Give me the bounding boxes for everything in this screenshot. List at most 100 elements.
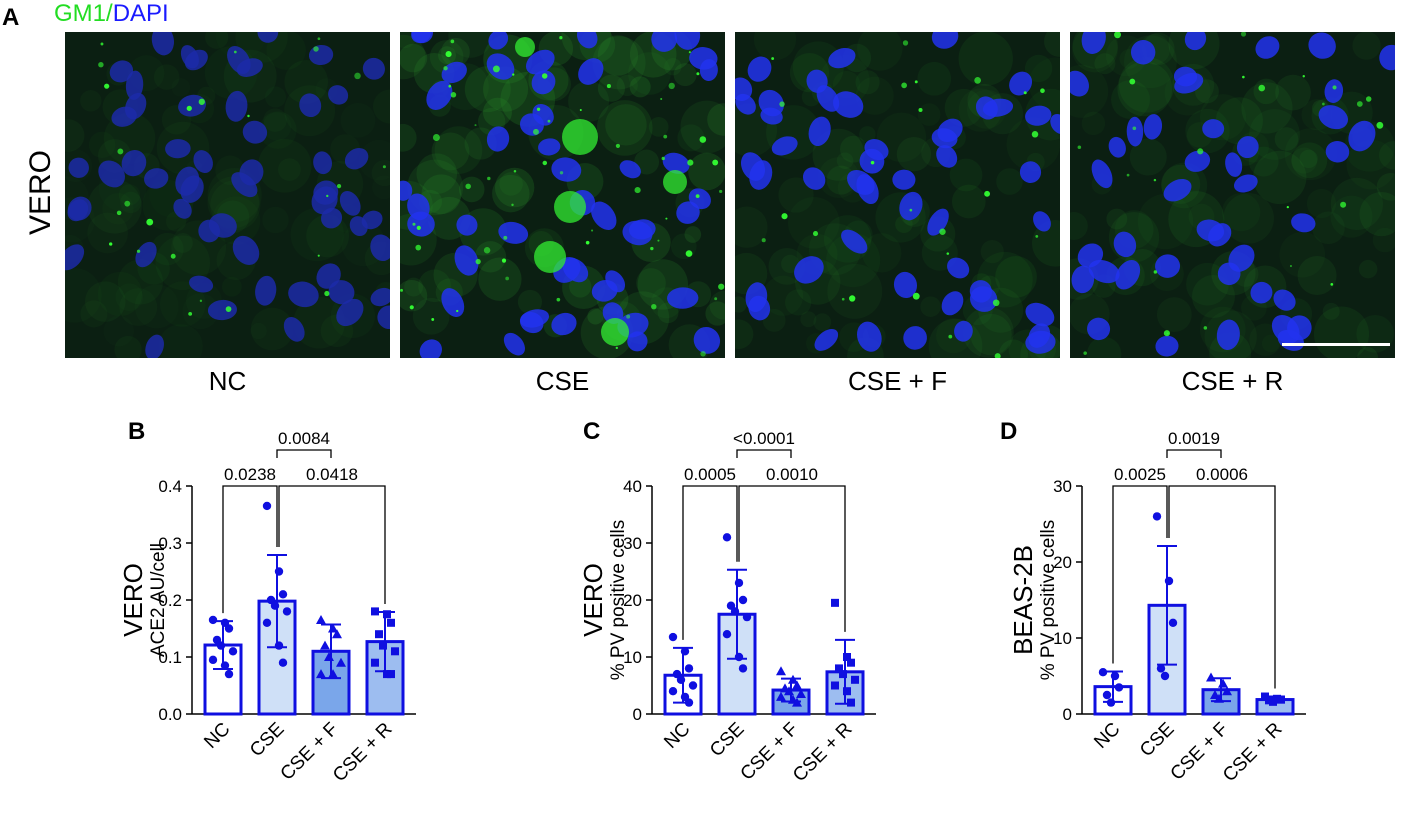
gm1-punctum bbox=[615, 346, 618, 350]
data-point bbox=[379, 641, 387, 650]
nucleus bbox=[411, 32, 434, 44]
nucleus bbox=[208, 213, 237, 238]
gm1-punctum bbox=[665, 217, 668, 220]
gm1-punctum bbox=[512, 73, 515, 76]
x-tick-label: NC bbox=[660, 719, 694, 753]
cytoplasm-haze bbox=[587, 308, 604, 325]
nucleus bbox=[236, 58, 263, 77]
nucleus bbox=[1155, 335, 1179, 357]
y-tick-label: 10 bbox=[623, 648, 642, 667]
cytoplasm-haze bbox=[568, 80, 610, 122]
cytoplasm-haze bbox=[636, 268, 666, 298]
gm1-punctum bbox=[901, 82, 907, 89]
gm1-punctum bbox=[336, 183, 342, 189]
nucleus bbox=[674, 32, 701, 50]
gm1-punctum bbox=[902, 40, 909, 46]
cytoplasm-haze bbox=[1376, 172, 1395, 201]
gm1-punctum bbox=[626, 314, 631, 319]
cytoplasm-haze bbox=[1191, 274, 1235, 318]
gm1-punctum bbox=[870, 160, 875, 165]
gm1-punctum bbox=[948, 334, 953, 339]
cytoplasm-haze bbox=[1359, 191, 1395, 237]
cytoplasm-haze bbox=[262, 112, 292, 141]
cytoplasm-haze bbox=[494, 167, 535, 208]
gm1-punctum bbox=[1153, 178, 1157, 182]
cytoplasm-haze bbox=[1248, 146, 1279, 177]
nucleus bbox=[180, 175, 204, 203]
cytoplasm-haze bbox=[995, 255, 1037, 298]
gm1-punctum bbox=[688, 51, 691, 54]
nucleus bbox=[1025, 105, 1052, 126]
cytoplasm-haze bbox=[1223, 193, 1274, 244]
data-point bbox=[676, 675, 686, 684]
nucleus bbox=[441, 288, 465, 317]
nucleus bbox=[407, 193, 430, 221]
gm1-punctum bbox=[1023, 91, 1027, 95]
cytoplasm-haze bbox=[951, 184, 986, 219]
gm1-cluster bbox=[562, 119, 598, 155]
cytoplasm-haze bbox=[1299, 149, 1318, 169]
nucleus bbox=[1028, 323, 1051, 348]
data-point bbox=[375, 630, 383, 639]
nucleus bbox=[1217, 262, 1241, 286]
x-tick-label: CSE bbox=[1136, 719, 1178, 761]
nucleus bbox=[344, 148, 369, 170]
nucleus bbox=[370, 287, 390, 307]
data-point bbox=[722, 533, 732, 542]
nucleus bbox=[1308, 32, 1336, 59]
cytoplasm-haze bbox=[458, 176, 485, 203]
gm1-punctum bbox=[416, 225, 421, 230]
nucleus bbox=[193, 150, 213, 173]
nucleus bbox=[1291, 213, 1316, 233]
cytoplasm-haze bbox=[597, 35, 639, 76]
gm1-punctum bbox=[324, 290, 330, 297]
nucleus bbox=[1155, 254, 1181, 278]
cytoplasm-haze bbox=[400, 34, 426, 80]
panel-d-letter: D bbox=[1000, 418, 1018, 445]
data-point bbox=[278, 658, 288, 667]
cytoplasm-haze bbox=[980, 240, 1004, 264]
cytoplasm-haze bbox=[792, 41, 844, 93]
p-value-label: 0.0006 bbox=[1196, 465, 1248, 484]
data-point bbox=[274, 567, 284, 576]
micrograph-cse-r bbox=[1070, 32, 1395, 358]
y-tick-label: 30 bbox=[1053, 477, 1072, 496]
cytoplasm-haze bbox=[478, 257, 522, 301]
y-tick-label: 40 bbox=[623, 477, 642, 496]
cytoplasm-haze bbox=[221, 276, 242, 297]
cytoplasm-haze bbox=[517, 289, 543, 314]
nucleus bbox=[400, 180, 413, 201]
cytoplasm-haze bbox=[836, 152, 854, 170]
gm1-punctum bbox=[1240, 32, 1247, 37]
cytoplasm-haze bbox=[1129, 138, 1167, 176]
nucleus bbox=[173, 198, 192, 219]
cytoplasm-haze bbox=[441, 37, 470, 67]
cytoplasm-haze bbox=[855, 76, 894, 115]
x-tick-label: CSE bbox=[706, 719, 748, 761]
cytoplasm-haze bbox=[1346, 139, 1395, 190]
gm1-punctum bbox=[761, 238, 766, 243]
nucleus bbox=[288, 281, 319, 308]
cytoplasm-haze bbox=[827, 263, 883, 319]
nucleus bbox=[693, 326, 721, 354]
label-cse: CSE bbox=[535, 366, 590, 396]
gm1-punctum bbox=[699, 136, 707, 143]
y-tick-label: 0 bbox=[633, 705, 642, 724]
nucleus bbox=[144, 168, 169, 189]
micrograph-cse bbox=[400, 32, 725, 358]
cytoplasm-haze bbox=[262, 206, 289, 234]
gm1-punctum bbox=[533, 128, 539, 135]
cytoplasm-haze bbox=[80, 300, 108, 328]
label-cse-f: CSE + F bbox=[848, 366, 947, 396]
micrograph-cse-r-image bbox=[1070, 32, 1395, 358]
data-point bbox=[831, 681, 839, 690]
cytoplasm-haze bbox=[861, 233, 902, 273]
label-nc: NC bbox=[208, 366, 247, 396]
label-cse-r: CSE + R bbox=[1181, 366, 1284, 396]
nucleus bbox=[145, 334, 164, 358]
nucleus bbox=[689, 47, 718, 70]
data-point bbox=[371, 607, 379, 616]
nucleus bbox=[856, 174, 879, 205]
cytoplasm-haze bbox=[1156, 297, 1192, 332]
nucleus bbox=[1273, 289, 1296, 311]
